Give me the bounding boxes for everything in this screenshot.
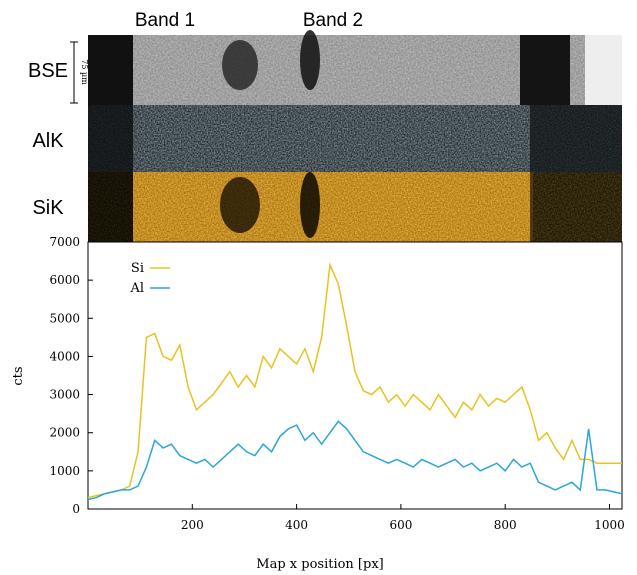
x-axis-label: Map x position [px] — [256, 557, 383, 572]
legend-label: Al — [129, 281, 144, 296]
plot-frame — [87, 241, 623, 510]
sik-map — [88, 172, 622, 242]
x-tick-label: 200 — [181, 518, 204, 532]
band-label: Band 1 — [135, 10, 195, 31]
bse-map — [88, 30, 622, 105]
x-tick-label: 600 — [389, 518, 412, 532]
alk-map — [88, 105, 622, 172]
y-tick-label: 3000 — [49, 388, 80, 402]
y-tick-label: 4000 — [49, 349, 80, 363]
y-axis-label: cts — [11, 366, 26, 385]
x-tick-label: 400 — [285, 518, 308, 532]
data-line — [87, 262, 622, 499]
y-tick-label: 2000 — [49, 426, 80, 440]
x-tick-label: 1000 — [594, 518, 625, 532]
row-label: BSE — [28, 60, 68, 82]
scale-label: 75 µm — [80, 59, 89, 85]
data-line — [87, 420, 623, 501]
y-tick-label: 6000 — [49, 273, 80, 287]
legend-label: Si — [131, 261, 144, 276]
row-label: AlK — [32, 130, 64, 152]
y-tick-label: 5000 — [49, 311, 80, 325]
x-tick-label: 800 — [494, 518, 517, 532]
y-tick-label: 0 — [72, 502, 80, 516]
band-label: Band 2 — [303, 10, 363, 31]
y-tick-label: 1000 — [49, 464, 80, 478]
y-tick-label: 7000 — [49, 235, 80, 249]
row-label: SiK — [32, 197, 64, 219]
